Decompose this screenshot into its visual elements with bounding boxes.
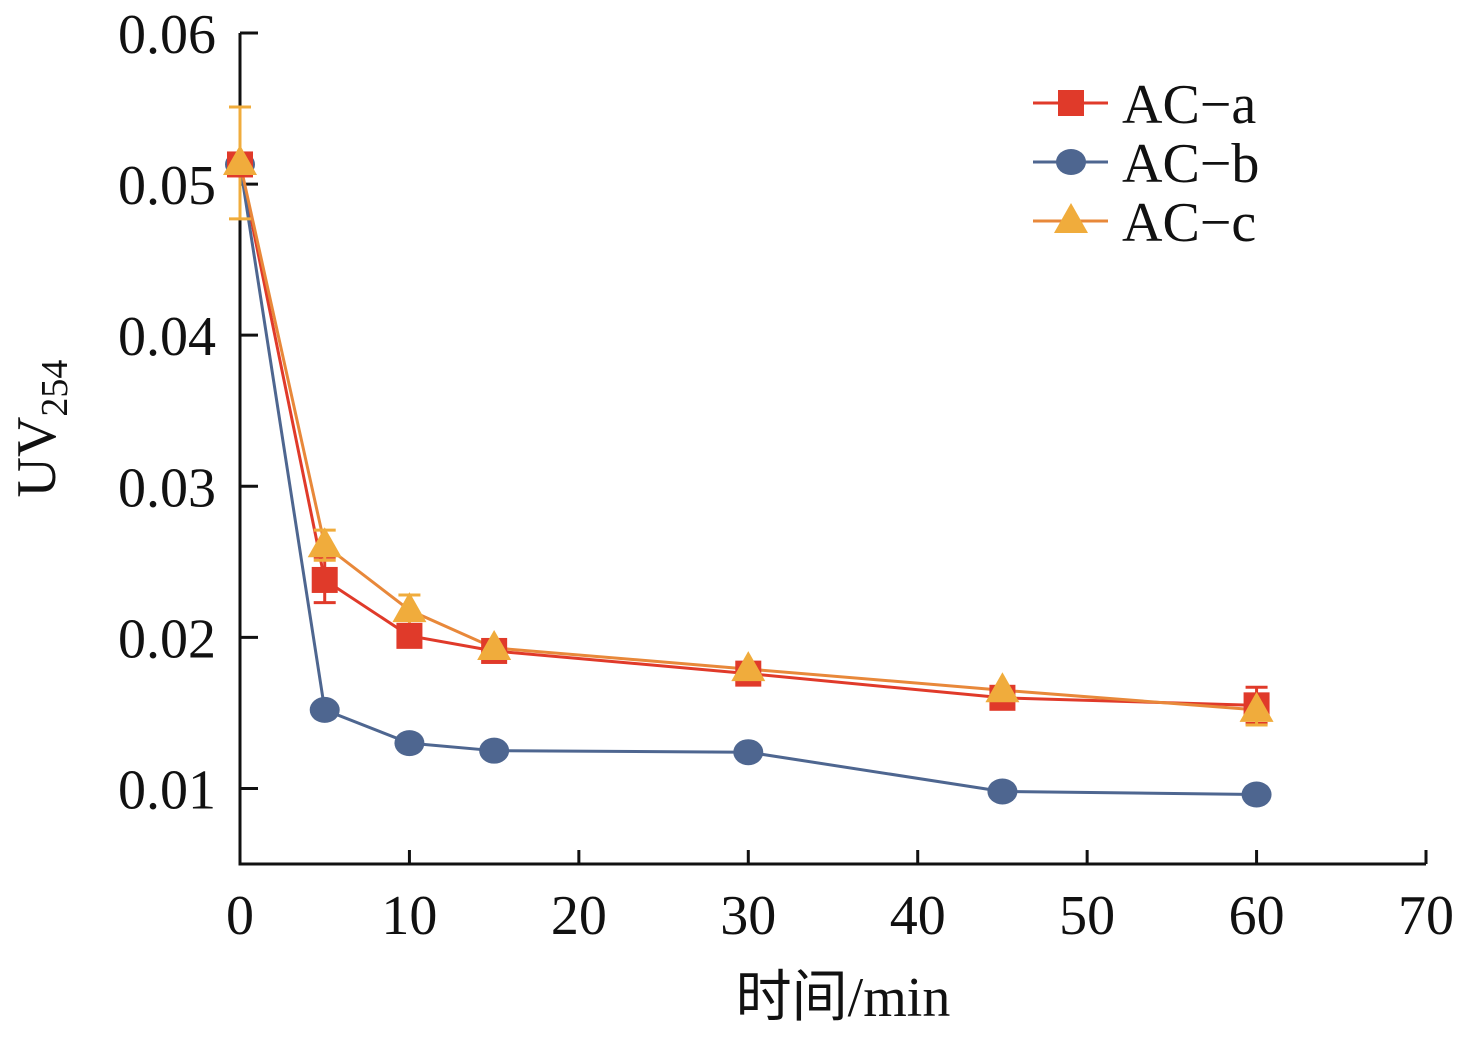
- x-tick-label: 30: [720, 885, 776, 947]
- data-point: [223, 144, 257, 175]
- legend-marker: [1056, 149, 1086, 175]
- series-layer: [223, 105, 1274, 808]
- data-point: [1239, 691, 1274, 722]
- x-tick-label: 10: [381, 885, 437, 947]
- markers-acc: [223, 144, 1274, 722]
- x-tick-label: 60: [1229, 885, 1285, 947]
- y-axis-title-subscript: 254: [34, 360, 76, 417]
- data-point: [479, 737, 510, 764]
- series-line: [238, 164, 1257, 707]
- y-axis-title-main: UV: [6, 417, 68, 498]
- series-aca: [238, 164, 1268, 725]
- y-tick-label: 0.01: [118, 759, 216, 821]
- legend-label: AC−a: [1122, 74, 1256, 136]
- y-tick-label: 0.06: [118, 4, 216, 66]
- legend-item: AC−b: [1033, 133, 1259, 195]
- data-point: [392, 592, 427, 623]
- legend-marker: [1054, 203, 1088, 233]
- data-point: [311, 566, 338, 593]
- legend-label: AC−c: [1122, 192, 1256, 254]
- x-tick-label: 70: [1398, 885, 1454, 947]
- markers-aca: [227, 151, 1270, 719]
- x-tick-label: 20: [551, 885, 607, 947]
- legend: AC−aAC−bAC−c: [1033, 74, 1259, 254]
- data-point: [1241, 781, 1272, 808]
- series-line: [238, 162, 1257, 712]
- y-tick-label: 0.04: [118, 306, 216, 368]
- legend-label: AC−b: [1122, 133, 1259, 195]
- legend-marker: [1058, 90, 1084, 116]
- x-tick-label: 0: [226, 885, 254, 947]
- data-point: [477, 629, 512, 660]
- y-tick-label: 0.02: [118, 608, 216, 670]
- data-point: [396, 622, 423, 649]
- data-point: [309, 696, 340, 723]
- x-tick-label: 40: [890, 885, 946, 947]
- legend-item: AC−a: [1033, 74, 1256, 136]
- y-tick-label: 0.05: [118, 155, 216, 217]
- series-acc: [229, 105, 1268, 727]
- data-point: [307, 527, 342, 558]
- data-point: [733, 739, 764, 766]
- data-point: [394, 730, 425, 757]
- y-ticks: 0.01 0.02 0.03 0.04 0.05 0.06: [118, 4, 258, 821]
- legend-item: AC−c: [1033, 192, 1256, 254]
- markers-acb: [225, 151, 1272, 808]
- data-point: [985, 672, 1020, 703]
- x-ticks: 0 10 20 30 40 50 60 70: [226, 850, 1454, 947]
- data-point: [731, 651, 766, 682]
- y-axis-title: UV254: [6, 360, 76, 498]
- x-tick-label: 50: [1059, 885, 1115, 947]
- x-axis-title: 时间/min: [736, 967, 951, 1029]
- y-tick-label: 0.03: [118, 457, 216, 519]
- axes: 0.01 0.02 0.03 0.04 0.05 0.06 0 10 20 30 40 50 60 70: [118, 4, 1454, 947]
- data-point: [987, 778, 1018, 805]
